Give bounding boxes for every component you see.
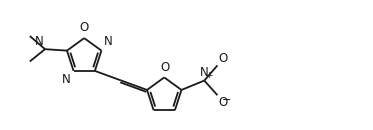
Text: N: N xyxy=(35,35,44,48)
Text: N: N xyxy=(62,73,71,86)
Text: O: O xyxy=(79,21,89,34)
Text: O: O xyxy=(219,51,228,64)
Text: O: O xyxy=(218,96,227,109)
Text: N: N xyxy=(200,66,209,79)
Text: −: − xyxy=(222,95,232,105)
Text: +: + xyxy=(205,71,212,80)
Text: N: N xyxy=(104,35,113,48)
Text: O: O xyxy=(160,61,169,74)
